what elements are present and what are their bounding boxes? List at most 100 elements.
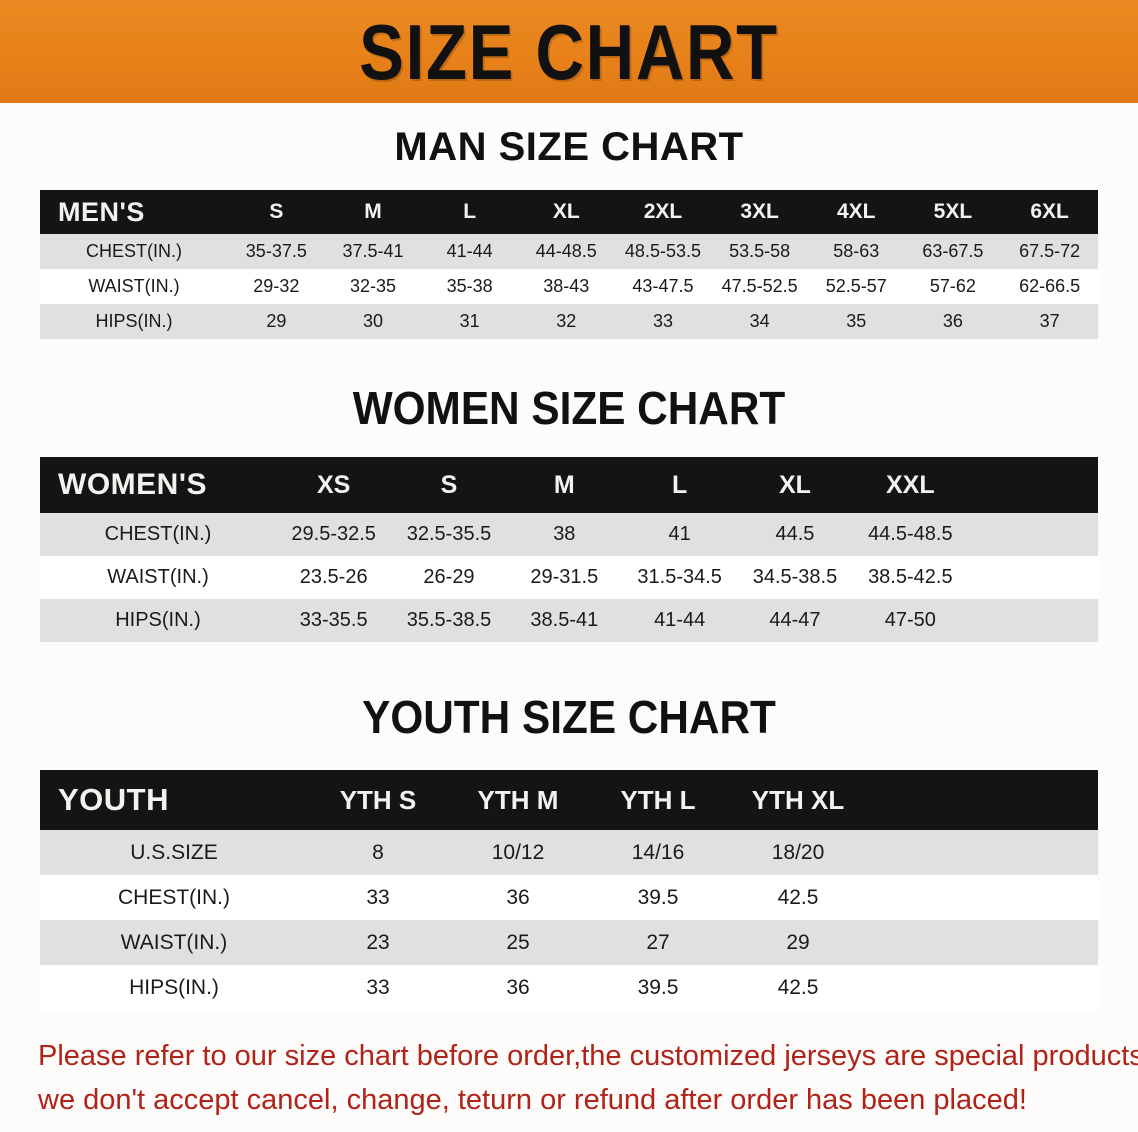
table-row: CHEST(IN.) 29.5-32.5 32.5-35.5 38 41 44.… [40,513,1098,556]
section-title-man: MAN SIZE CHART [394,125,744,169]
man-cell-2-6: 35 [846,311,867,331]
man-col-header-5: 3XL [740,200,779,223]
women-cell-1-spacer [968,556,1098,599]
youth-cell-0-spacer [868,830,1098,875]
youth-cell-3-spacer [868,965,1098,1010]
man-cell-1-5: 47.5-52.5 [721,276,798,296]
youth-row-label-0: U.S.SIZE [130,840,218,864]
women-cell-1-2: 29-31.5 [530,566,599,588]
man-col-header-2: L [463,200,477,223]
women-size-table-wrap: WOMEN'S XS S M L XL XXL CHEST(IN.) 29.5-… [40,457,1098,642]
women-cell-2-spacer [968,599,1098,642]
man-col-header-1: M [364,200,382,223]
youth-size-table: YOUTH YTH S YTH M YTH L YTH XL U.S.SIZE … [40,770,1098,1010]
youth-cell-3-1: 36 [506,975,530,999]
women-cell-1-3: 31.5-34.5 [637,566,722,588]
youth-cell-1-spacer [868,875,1098,920]
table-row: HIPS(IN.) 33 36 39.5 42.5 [40,965,1098,1010]
youth-row-label-header: YOUTH [58,782,169,817]
man-row-label-1: WAIST(IN.) [88,276,180,296]
women-table-header: WOMEN'S XS S M L XL XXL [40,457,1098,513]
youth-cell-2-spacer [868,920,1098,965]
women-row-label-2: HIPS(IN.) [115,609,201,631]
table-header-row: MEN'S S M L XL 2XL 3XL 4XL 5XL 6XL [40,190,1098,234]
women-cell-1-4: 34.5-38.5 [752,566,838,588]
youth-row-label-1: CHEST(IN.) [118,885,230,909]
man-cell-1-0: 29-32 [253,276,300,296]
table-row: WAIST(IN.) 23.5-26 26-29 29-31.5 31.5-34… [40,556,1098,599]
women-cell-2-4: 44-47 [769,609,821,631]
women-cell-2-3: 41-44 [654,609,706,631]
women-size-table: WOMEN'S XS S M L XL XXL CHEST(IN.) 29.5-… [40,457,1098,642]
man-cell-0-6: 58-63 [833,241,880,261]
youth-col-header-spacer [868,770,1098,830]
section-title-youth: YOUTH SIZE CHART [362,691,776,743]
man-col-header-8: 6XL [1030,200,1069,223]
women-col-header-0: XS [316,470,351,499]
disclaimer-line-2: we don't accept cancel, change, teturn o… [38,1084,1027,1116]
man-size-table: MEN'S S M L XL 2XL 3XL 4XL 5XL 6XL CHEST… [40,190,1098,339]
women-cell-2-1: 35.5-38.5 [406,609,492,631]
man-cell-0-4: 48.5-53.5 [624,241,701,261]
man-cell-1-1: 32-35 [349,276,396,296]
youth-col-header-1: YTH M [477,784,559,815]
youth-table-header: YOUTH YTH S YTH M YTH L YTH XL [40,770,1098,830]
man-row-label-header: MEN'S [58,196,145,227]
table-row: U.S.SIZE 8 10/12 14/16 18/20 [40,830,1098,875]
man-cell-0-2: 41-44 [446,241,493,261]
youth-cell-1-1: 36 [506,885,530,909]
table-row: HIPS(IN.) 33-35.5 35.5-38.5 38.5-41 41-4… [40,599,1098,642]
youth-cell-2-0: 23 [366,930,390,954]
disclaimer-line-1: Please refer to our size chart before or… [38,1040,1138,1072]
youth-cell-3-3: 42.5 [777,975,819,999]
table-header-row: YOUTH YTH S YTH M YTH L YTH XL [40,770,1098,830]
section-title-women: WOMEN SIZE CHART [352,382,786,434]
women-cell-0-0: 29.5-32.5 [291,523,376,545]
women-cell-0-2: 38 [553,523,576,545]
page-title: SIZE CHART [359,7,779,96]
youth-cell-2-2: 27 [646,930,670,954]
table-row: HIPS(IN.) 29 30 31 32 33 34 35 36 37 [40,304,1098,339]
man-cell-0-7: 63-67.5 [922,241,984,261]
man-row-label-2: HIPS(IN.) [95,311,173,331]
youth-cell-2-1: 25 [506,930,530,954]
women-row-label-0: CHEST(IN.) [104,523,212,545]
disclaimer-note: Please refer to our size chart before or… [38,1034,1138,1122]
man-cell-2-0: 29 [266,311,287,331]
man-table-header: MEN'S S M L XL 2XL 3XL 4XL 5XL 6XL [40,190,1098,234]
youth-size-table-wrap: YOUTH YTH S YTH M YTH L YTH XL U.S.SIZE … [40,770,1098,1010]
man-cell-2-3: 32 [556,311,577,331]
women-col-header-1: S [440,470,458,499]
women-cell-0-spacer [968,513,1098,556]
man-cell-1-3: 38-43 [543,276,590,296]
table-row: CHEST(IN.) 33 36 39.5 42.5 [40,875,1098,920]
man-row-label-0: CHEST(IN.) [86,241,182,261]
women-cell-0-1: 32.5-35.5 [406,523,492,545]
youth-row-label-2: WAIST(IN.) [120,930,228,954]
man-cell-0-5: 53.5-58 [729,241,791,261]
man-cell-2-7: 36 [942,311,963,331]
table-row: WAIST(IN.) 23 25 27 29 [40,920,1098,965]
youth-cell-0-0: 8 [372,840,384,864]
youth-col-header-2: YTH L [620,784,696,815]
man-cell-0-8: 67.5-72 [1019,241,1081,261]
man-cell-0-0: 35-37.5 [245,241,307,261]
women-cell-0-3: 41 [668,523,691,545]
youth-cell-2-3: 29 [786,930,810,954]
youth-cell-1-3: 42.5 [777,885,819,909]
women-col-header-3: L [672,470,688,499]
women-col-header-5: XXL [886,470,935,499]
man-col-header-4: 2XL [643,200,683,223]
youth-cell-1-2: 39.5 [637,885,679,909]
man-cell-0-1: 37.5-41 [342,241,404,261]
women-row-label-1: WAIST(IN.) [107,566,209,588]
women-table-body: CHEST(IN.) 29.5-32.5 32.5-35.5 38 41 44.… [40,513,1098,642]
women-cell-1-0: 23.5-26 [299,566,368,588]
youth-cell-3-0: 33 [366,975,390,999]
youth-cell-0-1: 10/12 [491,840,545,864]
man-cell-2-5: 34 [749,311,770,331]
women-col-header-2: M [553,470,575,499]
man-cell-2-2: 31 [459,311,480,331]
women-cell-2-2: 38.5-41 [530,609,599,631]
